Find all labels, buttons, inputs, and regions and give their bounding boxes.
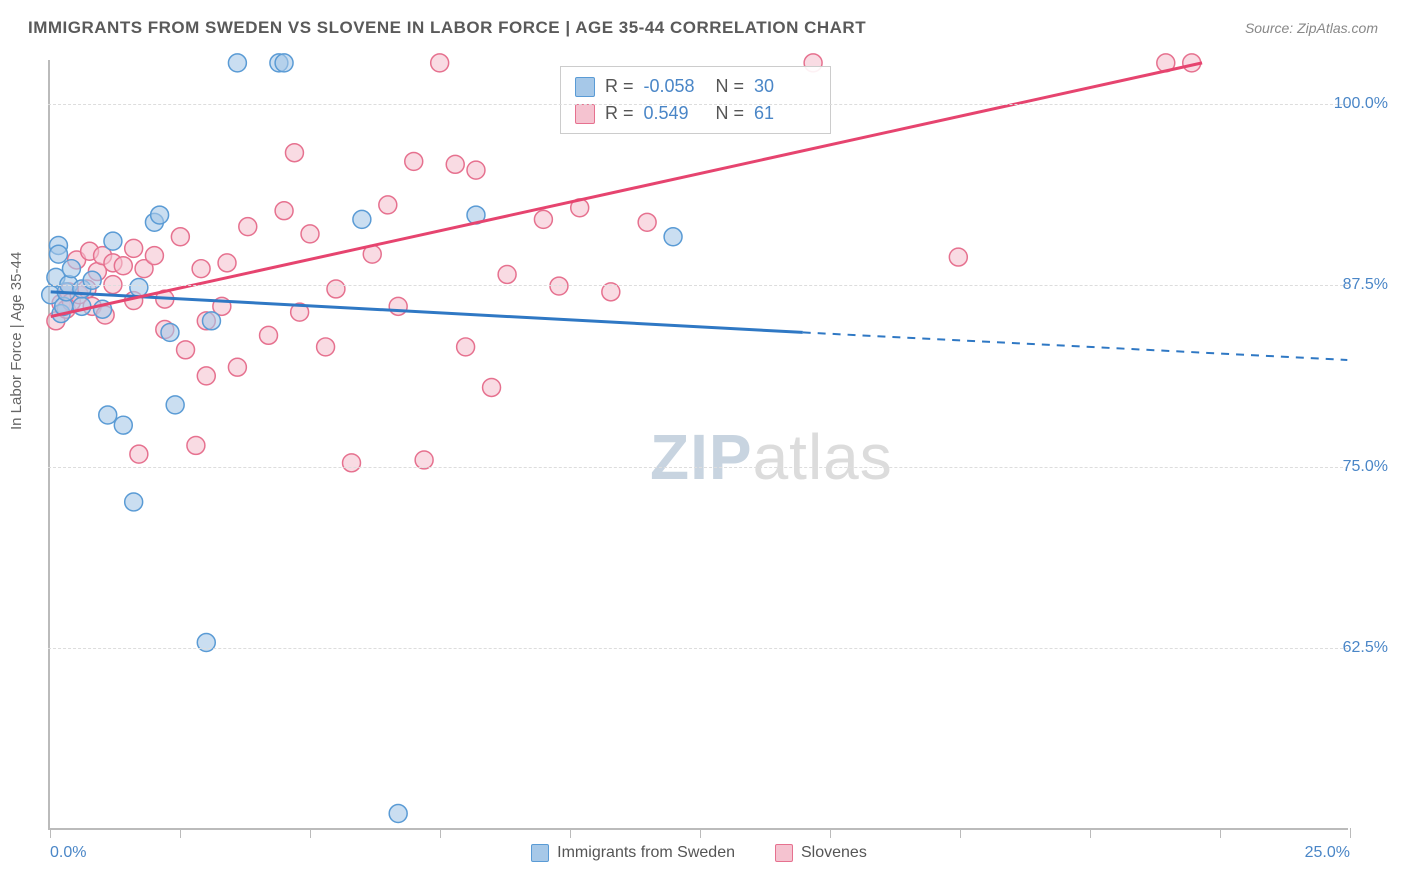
legend-item-pink: Slovenes <box>775 844 867 862</box>
x-tick-label: 25.0% <box>1305 844 1350 862</box>
x-tick <box>830 828 831 838</box>
swatch-pink-icon <box>575 104 595 124</box>
corr-row-blue: R = -0.058 N = 30 <box>575 73 816 100</box>
data-point <box>114 416 132 434</box>
data-point <box>197 367 215 385</box>
data-point <box>431 54 449 72</box>
data-point <box>467 161 485 179</box>
chart-plot-area: ZIPatlas R = -0.058 N = 30 R = 0.549 N =… <box>48 60 1348 830</box>
r-label: R = <box>605 73 634 100</box>
x-tick <box>1090 828 1091 838</box>
data-point <box>285 144 303 162</box>
data-point <box>638 213 656 231</box>
x-tick <box>1350 828 1351 838</box>
data-point <box>457 338 475 356</box>
data-point <box>498 265 516 283</box>
data-point <box>317 338 335 356</box>
y-tick-label: 100.0% <box>1334 95 1388 113</box>
x-tick <box>700 828 701 838</box>
data-point <box>379 196 397 214</box>
watermark-atlas: atlas <box>753 421 893 493</box>
data-point <box>239 218 257 236</box>
r-val-blue: -0.058 <box>644 73 706 100</box>
data-point <box>949 248 967 266</box>
data-point <box>166 396 184 414</box>
correlation-legend: R = -0.058 N = 30 R = 0.549 N = 61 <box>560 66 831 134</box>
data-point <box>275 54 293 72</box>
x-tick <box>960 828 961 838</box>
trend-line-extrapolated <box>803 332 1348 360</box>
data-point <box>301 225 319 243</box>
y-tick-label: 87.5% <box>1343 276 1388 294</box>
y-tick-label: 62.5% <box>1343 639 1388 657</box>
data-point <box>161 323 179 341</box>
data-point <box>228 358 246 376</box>
data-point <box>260 326 278 344</box>
data-point <box>73 297 91 315</box>
data-point <box>151 206 169 224</box>
data-point <box>104 232 122 250</box>
x-tick <box>180 828 181 838</box>
chart-title: IMMIGRANTS FROM SWEDEN VS SLOVENE IN LAB… <box>28 18 866 38</box>
data-point <box>405 152 423 170</box>
legend-item-blue: Immigrants from Sweden <box>531 844 735 862</box>
data-point <box>218 254 236 272</box>
swatch-pink-icon <box>775 844 793 862</box>
data-point <box>125 493 143 511</box>
x-tick <box>570 828 571 838</box>
n-val-blue: 30 <box>754 73 816 100</box>
data-point <box>228 54 246 72</box>
gridline <box>48 285 1348 286</box>
data-point <box>275 202 293 220</box>
data-point <box>114 257 132 275</box>
data-point <box>483 379 501 397</box>
data-point <box>130 279 148 297</box>
data-point <box>353 210 371 228</box>
gridline <box>48 648 1348 649</box>
source-label: Source: ZipAtlas.com <box>1245 20 1378 36</box>
data-point <box>83 271 101 289</box>
data-point <box>125 239 143 257</box>
x-tick <box>440 828 441 838</box>
title-bar: IMMIGRANTS FROM SWEDEN VS SLOVENE IN LAB… <box>0 0 1406 46</box>
data-point <box>177 341 195 359</box>
swatch-blue-icon <box>575 77 595 97</box>
y-tick-label: 75.0% <box>1343 458 1388 476</box>
swatch-blue-icon <box>531 844 549 862</box>
data-point <box>389 297 407 315</box>
data-point <box>187 436 205 454</box>
data-point <box>99 406 117 424</box>
data-point <box>192 260 210 278</box>
legend-label-blue: Immigrants from Sweden <box>557 844 735 862</box>
data-point <box>534 210 552 228</box>
data-point <box>664 228 682 246</box>
gridline <box>48 104 1348 105</box>
x-tick <box>1220 828 1221 838</box>
legend-bottom: Immigrants from Sweden Slovenes <box>50 844 1348 862</box>
n-label: N = <box>716 73 745 100</box>
data-point <box>130 445 148 463</box>
y-axis-label: In Labor Force | Age 35-44 <box>8 252 25 430</box>
data-point <box>171 228 189 246</box>
x-tick <box>50 828 51 838</box>
data-point <box>202 312 220 330</box>
x-tick-label: 0.0% <box>50 844 86 862</box>
data-point <box>62 260 80 278</box>
data-point <box>343 454 361 472</box>
data-point <box>145 247 163 265</box>
watermark: ZIPatlas <box>650 420 893 494</box>
legend-label-pink: Slovenes <box>801 844 867 862</box>
watermark-zip: ZIP <box>650 421 753 493</box>
x-tick <box>310 828 311 838</box>
gridline <box>48 467 1348 468</box>
data-point <box>389 805 407 823</box>
data-point <box>49 245 67 263</box>
data-point <box>446 155 464 173</box>
data-point <box>327 280 345 298</box>
